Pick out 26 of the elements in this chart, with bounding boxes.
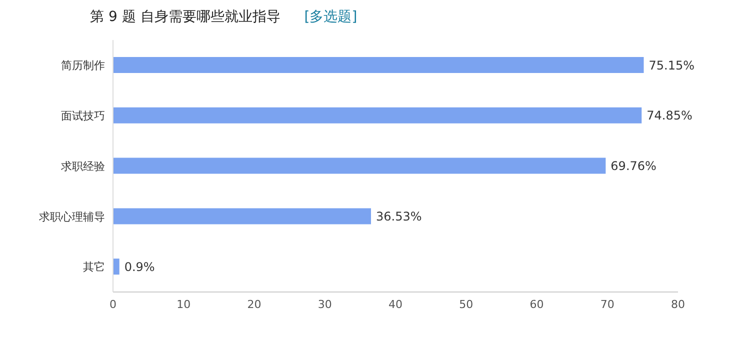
data-label: 69.76% — [610, 159, 656, 174]
x-tick-label: 0 — [110, 298, 116, 311]
y-tick-label: 其它 — [83, 260, 105, 274]
y-tick-label: 求职心理辅导 — [39, 210, 105, 224]
chart-title: 第 9 题 自身需要哪些就业指导 — [90, 9, 280, 25]
y-tick-label: 面试技巧 — [61, 110, 105, 123]
x-tick-label: 30 — [318, 298, 332, 311]
bar — [113, 107, 642, 124]
bar — [113, 158, 606, 174]
bar — [113, 57, 644, 73]
x-tick-label: 60 — [530, 298, 544, 311]
bar — [113, 208, 371, 224]
data-label: 74.85% — [646, 108, 692, 123]
y-tick-label: 简历制作 — [61, 59, 105, 72]
y-tick-label: 求职经验 — [61, 160, 105, 173]
x-tick-label: 40 — [388, 298, 402, 311]
x-tick-label: 50 — [459, 298, 474, 311]
bar — [113, 258, 120, 275]
x-tick-label: 80 — [671, 298, 685, 311]
x-tick-label: 10 — [176, 298, 191, 311]
x-tick-label: 20 — [247, 298, 262, 311]
x-tick-label: 70 — [600, 298, 614, 311]
data-label: 0.9% — [124, 260, 155, 274]
data-label: 36.53% — [376, 209, 422, 224]
chart-subtitle: [多选题] — [304, 9, 358, 25]
data-label: 75.15% — [648, 58, 695, 72]
